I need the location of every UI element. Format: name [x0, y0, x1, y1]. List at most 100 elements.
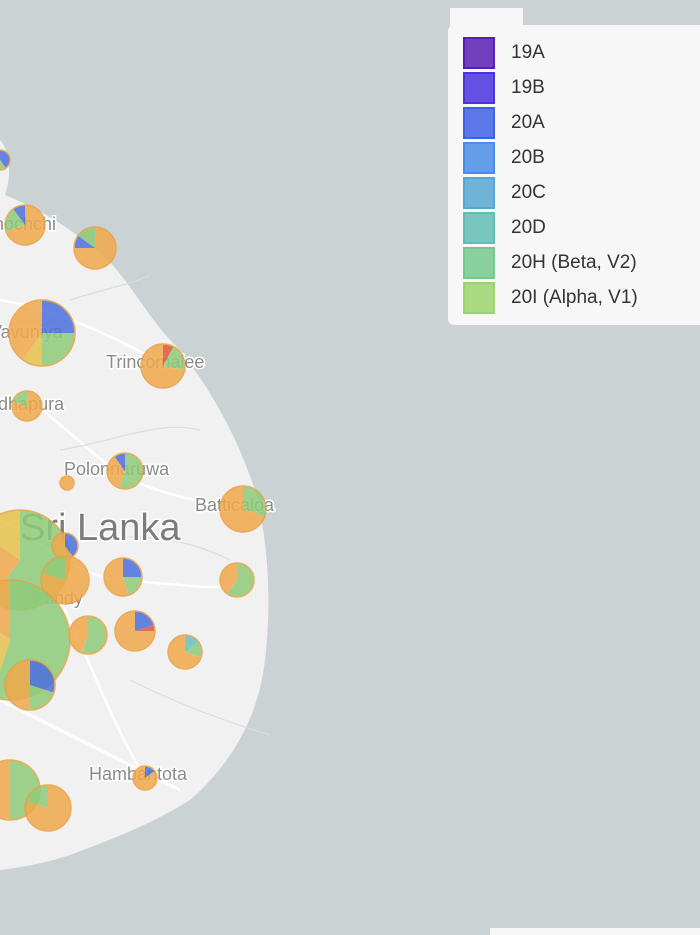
pie-slice — [60, 476, 74, 490]
pie-slice — [68, 616, 88, 654]
pie — [40, 555, 90, 605]
pie — [0, 759, 41, 821]
pie-outline — [40, 555, 90, 605]
pie-outline — [73, 226, 117, 270]
legend-swatch — [463, 177, 495, 209]
pie-outline — [106, 452, 144, 490]
pie — [51, 532, 79, 560]
pie-slice — [0, 510, 20, 560]
pie — [8, 299, 76, 367]
pie — [106, 452, 144, 490]
legend-label: 20I (Alpha, V1) — [511, 287, 638, 308]
pie-slice — [106, 456, 125, 489]
pie-slice — [219, 563, 237, 594]
legend-swatch — [463, 247, 495, 279]
pie-slice — [0, 580, 10, 640]
legend-label: 19A — [511, 42, 545, 63]
pie-slice — [42, 556, 65, 580]
pie-outline — [103, 557, 143, 597]
pie — [103, 557, 143, 597]
pie-slice — [74, 235, 95, 248]
pie-outline — [24, 784, 72, 832]
pie-slice — [8, 300, 42, 360]
pie-slice — [227, 563, 254, 597]
pie-slice — [123, 577, 142, 596]
pie-outline — [114, 610, 156, 652]
pie — [73, 226, 117, 270]
pie-slice — [163, 344, 174, 366]
pie-slice — [103, 558, 129, 596]
pie-slice — [114, 453, 125, 471]
pie-outline — [219, 485, 267, 533]
pie — [132, 765, 158, 791]
pie-slice — [168, 635, 202, 669]
pie-outline — [140, 343, 186, 389]
pie-outline — [4, 659, 56, 711]
pie-slice — [0, 160, 6, 170]
pie-slice — [220, 486, 265, 533]
pie-slice — [119, 453, 143, 489]
pie-slice — [65, 533, 78, 557]
legend-label: 20H (Beta, V2) — [511, 252, 637, 273]
legend-swatch — [463, 72, 495, 104]
pie-slice — [0, 760, 10, 820]
pie-slice — [0, 632, 10, 671]
pie-slice — [30, 660, 55, 693]
pie-outline — [11, 390, 43, 422]
legend-label: 20C — [511, 182, 546, 203]
pie-slice — [22, 333, 42, 366]
pie-slice — [0, 545, 20, 588]
pie-slice — [185, 642, 202, 658]
pie — [24, 784, 72, 832]
pie — [11, 390, 43, 422]
pie-slice — [13, 205, 25, 225]
pie — [140, 343, 186, 389]
legend-swatch — [463, 212, 495, 244]
pie-slice — [123, 558, 142, 577]
pie-outline — [8, 299, 76, 367]
pie-outline — [132, 765, 158, 791]
pie — [219, 562, 255, 598]
pie-slice — [26, 785, 48, 808]
pies — [0, 149, 267, 832]
pie-outline — [68, 615, 108, 655]
legend-box — [448, 25, 700, 325]
legend-swatch — [463, 37, 495, 69]
pie-slice — [135, 624, 155, 631]
pie-outline — [0, 149, 11, 171]
pie — [59, 475, 75, 491]
pie-slice — [42, 333, 75, 366]
pie-outline — [167, 634, 203, 670]
pie-outline — [59, 475, 75, 491]
pie — [167, 634, 203, 670]
pie-slice — [135, 611, 155, 631]
pie — [114, 610, 156, 652]
pie — [219, 485, 267, 533]
pie-slice — [12, 391, 27, 406]
legend-swatch — [463, 282, 495, 314]
pie — [4, 204, 46, 246]
pie-slice — [141, 344, 185, 388]
boundaries — [59, 274, 271, 736]
legend-swatch — [463, 142, 495, 174]
legend: 19A 19B 20A 20B 20C 20D 20H (Beta, V2) 20I (Alp… — [463, 37, 638, 314]
legend-tab — [450, 8, 523, 28]
pie-slice — [5, 205, 45, 246]
pie-slice — [82, 616, 107, 654]
pie-slice — [78, 227, 95, 248]
pie-slice — [133, 766, 157, 790]
legend-label: 20A — [511, 112, 545, 133]
pie-slice — [24, 785, 71, 832]
pie — [68, 615, 108, 655]
pie-outline — [219, 562, 255, 598]
legend-swatch — [463, 107, 495, 139]
legend-label: 20D — [511, 217, 546, 238]
pie-slice — [115, 611, 155, 651]
pie-slice — [42, 300, 75, 333]
pie-slice — [243, 486, 266, 517]
pie-slice — [5, 660, 30, 710]
pie-slice — [4, 208, 25, 232]
legend-label: 19B — [511, 77, 545, 98]
legend-label: 20B — [511, 147, 545, 168]
